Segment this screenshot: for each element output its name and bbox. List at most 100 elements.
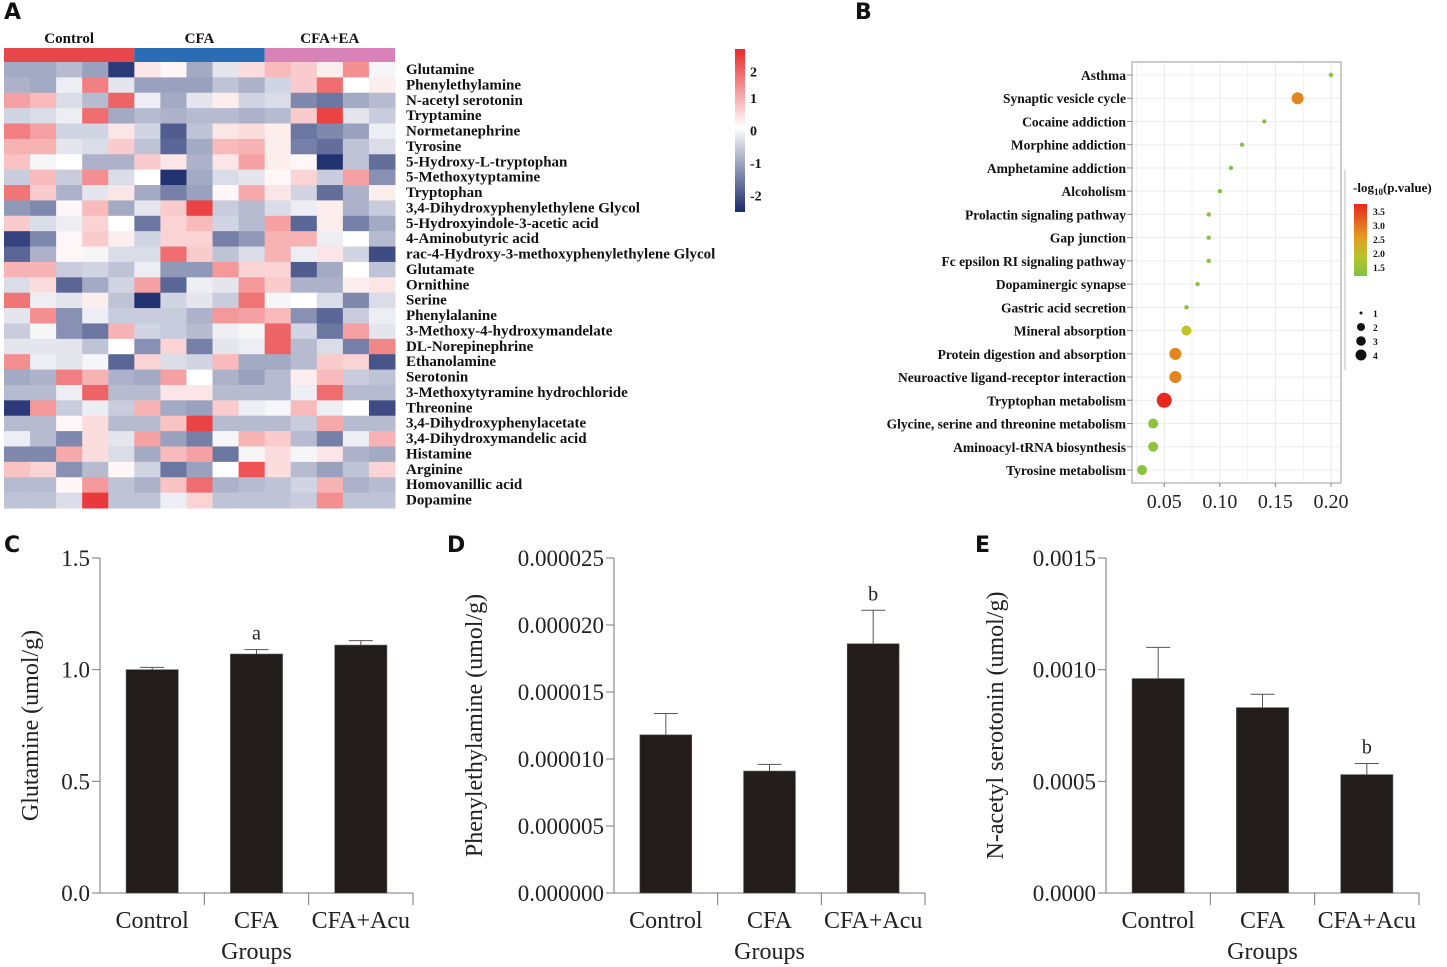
pathway-label: Amphetamine addiction bbox=[987, 161, 1127, 176]
heatmap-cell bbox=[108, 369, 135, 386]
x-tick-label: 0.15 bbox=[1258, 491, 1293, 513]
heatmap-cell bbox=[212, 154, 240, 171]
heatmap-cell bbox=[108, 231, 135, 248]
heatmap-cell bbox=[316, 138, 344, 155]
heatmap-cell bbox=[82, 215, 109, 232]
heatmap-cell bbox=[264, 477, 292, 494]
heatmap-cell bbox=[108, 292, 135, 309]
heatmap-cell bbox=[134, 261, 161, 278]
heatmap-cell bbox=[30, 261, 57, 278]
row-label: 5-Hydroxy-L-tryptophan bbox=[406, 154, 568, 170]
heatmap-cell bbox=[316, 446, 344, 463]
heatmap-cell bbox=[342, 215, 370, 232]
group-bar-cfa-ea bbox=[264, 48, 395, 63]
heatmap-cell bbox=[186, 415, 214, 432]
heatmap-cell bbox=[4, 338, 31, 355]
pathway-label: Prolactin signaling pathway bbox=[965, 207, 1126, 222]
pathway-bubble-panel: Asthma Synaptic vesicle cycle Cocaine addi… bbox=[887, 61, 1432, 513]
row-label: 3-Methoxytyramine hydrochloride bbox=[406, 385, 628, 401]
heatmap-cell bbox=[108, 354, 135, 371]
heatmap-cell bbox=[82, 138, 109, 155]
bar bbox=[230, 653, 283, 894]
heatmap-cell bbox=[290, 492, 318, 509]
heatmap-cell bbox=[238, 477, 266, 494]
heatmap-cell bbox=[368, 62, 396, 78]
heatmap-cell bbox=[212, 461, 240, 478]
y-tick-label: 0.000025 bbox=[518, 546, 604, 571]
heatmap-cell bbox=[264, 431, 292, 447]
pathway-label: Tryptophan metabolism bbox=[987, 393, 1127, 408]
heatmap-cell bbox=[238, 369, 266, 386]
heatmap-cell bbox=[264, 261, 292, 278]
heatmap-cell bbox=[108, 400, 135, 417]
heatmap-cell bbox=[82, 277, 109, 294]
heatmap-cell bbox=[56, 446, 83, 463]
heatmap-cell bbox=[368, 400, 396, 417]
pathway-dot bbox=[1148, 418, 1159, 429]
heatmap-cell bbox=[316, 369, 344, 386]
heatmap-cell bbox=[290, 215, 318, 232]
heatmap-cell bbox=[290, 246, 318, 263]
heatmap-cell bbox=[160, 123, 187, 140]
heatmap-cell bbox=[368, 123, 396, 140]
heatmap-cell bbox=[264, 154, 292, 171]
heatmap-cell bbox=[134, 323, 161, 340]
heatmap-cell bbox=[316, 246, 344, 263]
row-label: Arginine bbox=[406, 462, 463, 478]
y-axis-title: Phenylethylamine (umol/g) bbox=[462, 594, 488, 857]
heatmap-cell bbox=[342, 77, 370, 94]
heatmap-cell bbox=[30, 215, 57, 232]
heatmap-cell bbox=[4, 446, 31, 463]
heatmap-cell bbox=[212, 277, 240, 294]
heatmap-cell bbox=[264, 492, 292, 509]
heatmap-cell bbox=[264, 123, 292, 140]
heatmap-cell bbox=[290, 369, 318, 386]
heatmap-cell bbox=[82, 123, 109, 140]
heatmap-cell bbox=[290, 308, 318, 324]
heatmap-cell bbox=[108, 138, 135, 155]
heatmap-cell bbox=[30, 277, 57, 294]
row-label: Tyrosine bbox=[406, 139, 462, 155]
heatmap-cell bbox=[238, 446, 266, 463]
heatmap-cell bbox=[342, 62, 370, 78]
y-tick-label: 0.0005 bbox=[1033, 769, 1096, 794]
row-label: 3-Methoxy-4-hydroxymandelate bbox=[406, 323, 613, 339]
heatmap-cell bbox=[290, 154, 318, 171]
color-legend-title: -log10(p.value) bbox=[1353, 180, 1432, 197]
heatmap-cell bbox=[82, 492, 109, 509]
group-label: CFA+EA bbox=[300, 31, 359, 47]
heatmap-cell bbox=[238, 261, 266, 278]
heatmap-cell bbox=[212, 431, 240, 447]
heatmap-cell bbox=[4, 461, 31, 478]
color-legend-tick: 3.5 bbox=[1373, 208, 1385, 218]
pathway-label: Cocaine addiction bbox=[1022, 114, 1126, 129]
heatmap-cell bbox=[212, 400, 240, 417]
heatmap-cell bbox=[264, 323, 292, 340]
heatmap-cell bbox=[368, 369, 396, 386]
heatmap-cell bbox=[212, 200, 240, 217]
bar-chart-panel-e: 0.0000 0.0005 0.0010 0.0015 Control CFA b CFA+A… bbox=[983, 546, 1420, 965]
heatmap-cell bbox=[264, 461, 292, 478]
heatmap-cell bbox=[108, 338, 135, 355]
heatmap-cell bbox=[56, 261, 83, 278]
heatmap-cell bbox=[56, 431, 83, 447]
heatmap-cell bbox=[4, 400, 31, 417]
heatmap-cell bbox=[186, 169, 214, 186]
heatmap-cell bbox=[264, 354, 292, 371]
heatmap-cell bbox=[56, 108, 83, 125]
heatmap-cell bbox=[186, 400, 214, 417]
heatmap-cell bbox=[290, 169, 318, 186]
heatmap-cell bbox=[30, 369, 57, 386]
heatmap-cell bbox=[108, 62, 135, 78]
heatmap-cell bbox=[238, 169, 266, 186]
heatmap-cell bbox=[30, 200, 57, 217]
heatmap-cell bbox=[108, 461, 135, 478]
heatmap-cell bbox=[186, 138, 214, 155]
heatmap-cell bbox=[316, 200, 344, 217]
heatmap-cell bbox=[368, 446, 396, 463]
heatmap-cell bbox=[342, 108, 370, 125]
heatmap-cell bbox=[290, 261, 318, 278]
heatmap-cell bbox=[264, 138, 292, 155]
heatmap-cell bbox=[238, 354, 266, 371]
